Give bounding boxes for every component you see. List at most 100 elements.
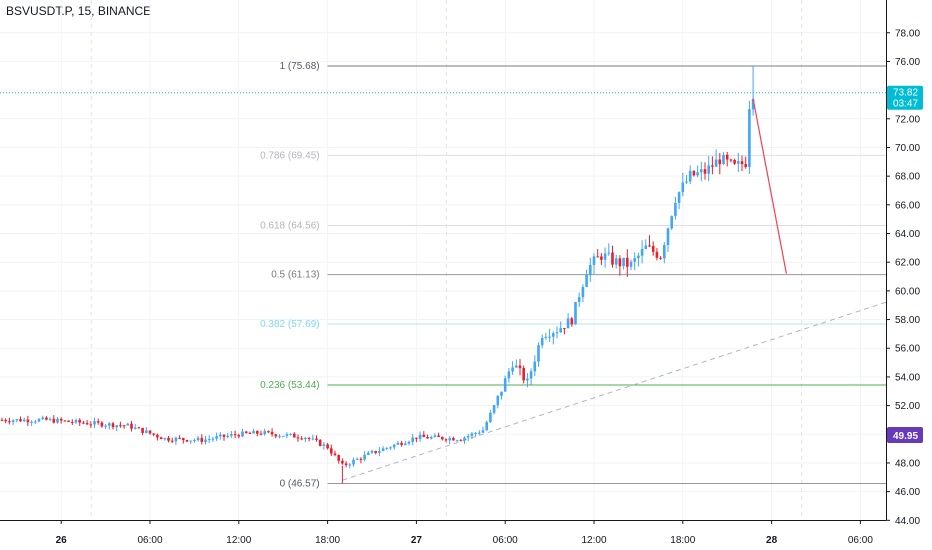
candle-body bbox=[407, 441, 411, 444]
candle-body bbox=[148, 430, 152, 434]
candle-body bbox=[278, 435, 281, 437]
candle-body bbox=[337, 455, 340, 461]
candle-body bbox=[207, 439, 211, 441]
price-axis[interactable]: 44.0046.0048.0050.0052.0054.0056.0058.00… bbox=[886, 0, 920, 527]
fibonacci-retracement[interactable]: 1 (75.68) 0.786 (69.45) 0.618 (64.56) 0.5 (… bbox=[260, 61, 886, 489]
candle-body bbox=[174, 437, 178, 442]
candle-body bbox=[119, 425, 122, 427]
projection-line[interactable] bbox=[752, 98, 787, 274]
candle-body bbox=[311, 438, 315, 440]
candle-body bbox=[581, 286, 585, 298]
candle-body bbox=[26, 419, 30, 423]
symbol-title[interactable]: BSVUSDT.P, 15, BINANCE bbox=[6, 4, 152, 18]
candle-body bbox=[718, 159, 722, 165]
candle-body bbox=[633, 258, 636, 262]
candle-body bbox=[200, 437, 204, 442]
candle-body bbox=[389, 447, 392, 449]
candle-body bbox=[296, 437, 300, 439]
candle-body bbox=[459, 440, 463, 442]
candle-body bbox=[289, 433, 292, 435]
candle-body bbox=[666, 228, 670, 245]
candle-body bbox=[707, 165, 710, 174]
candle-body bbox=[614, 258, 618, 265]
candle-body bbox=[392, 444, 396, 448]
candle-body bbox=[370, 450, 374, 453]
candle-body bbox=[711, 165, 714, 167]
time-tick-label: 28 bbox=[766, 535, 778, 546]
candle-body bbox=[178, 437, 181, 439]
candle-body bbox=[30, 421, 33, 423]
candle-body bbox=[11, 420, 15, 423]
candle-body bbox=[367, 452, 370, 455]
candle-body bbox=[570, 318, 574, 325]
candle-body bbox=[56, 418, 59, 423]
candle-body bbox=[85, 423, 89, 425]
candle-body bbox=[219, 434, 222, 437]
candle-body bbox=[566, 318, 570, 329]
candle-body bbox=[415, 437, 418, 439]
projection-segment bbox=[752, 98, 787, 274]
candle-body bbox=[196, 437, 200, 441]
candle-body bbox=[692, 170, 696, 176]
price-tick-label: 70.00 bbox=[895, 143, 920, 154]
trendline-drawing[interactable] bbox=[342, 300, 891, 481]
candle-body bbox=[19, 419, 22, 422]
candle-body bbox=[489, 412, 492, 423]
price-tick-label: 66.00 bbox=[895, 200, 920, 211]
candle-body bbox=[211, 438, 215, 440]
candle-body bbox=[104, 425, 107, 427]
countdown-timer: 03:47 bbox=[893, 99, 918, 110]
candle-body bbox=[285, 434, 289, 436]
candle-body bbox=[170, 440, 174, 442]
candle-body bbox=[703, 169, 707, 174]
candle-body bbox=[252, 431, 255, 434]
candle-body bbox=[463, 437, 466, 441]
candle-body bbox=[426, 437, 429, 439]
candle-body bbox=[122, 425, 126, 427]
candle-body bbox=[548, 336, 551, 338]
candle-body bbox=[78, 419, 81, 423]
candle-body bbox=[67, 420, 70, 422]
candle-body bbox=[182, 438, 185, 441]
fib-level-label: 0.236 (53.44) bbox=[260, 380, 320, 391]
candle-body bbox=[725, 154, 729, 160]
candle-body bbox=[455, 440, 459, 442]
candle-body bbox=[189, 440, 192, 442]
fib-level-label: 0.382 (57.69) bbox=[260, 319, 320, 330]
time-tick-label: 06:00 bbox=[493, 535, 518, 546]
candle-body bbox=[622, 257, 625, 267]
candle-body bbox=[215, 436, 218, 439]
candle-body bbox=[341, 460, 344, 464]
candle-body bbox=[404, 443, 407, 445]
time-axis[interactable]: 26 06:00 12:00 18:00 27 06:00 12:00 18:00 28 06:0… bbox=[0, 520, 886, 546]
candle-body bbox=[722, 154, 725, 165]
candle-body bbox=[59, 418, 63, 421]
candle-body bbox=[526, 378, 529, 381]
candle-body bbox=[552, 333, 555, 337]
candle-body bbox=[230, 434, 233, 436]
price-tick-label: 68.00 bbox=[895, 172, 920, 183]
candle-body bbox=[163, 437, 167, 440]
candle-body bbox=[263, 431, 266, 435]
candle-body bbox=[470, 433, 474, 436]
price-tick-label: 64.00 bbox=[895, 229, 920, 240]
price-tick-label: 56.00 bbox=[895, 344, 920, 355]
candle-body bbox=[611, 252, 614, 265]
time-tick-label: 18:00 bbox=[670, 535, 695, 546]
candle-body bbox=[441, 436, 444, 440]
candle-body bbox=[385, 447, 389, 449]
price-tick-label: 72.00 bbox=[895, 114, 920, 125]
candle-body bbox=[304, 437, 307, 440]
candlestick-series bbox=[0, 66, 755, 484]
price-tick-label: 62.00 bbox=[895, 258, 920, 269]
time-tick-label: 12:00 bbox=[226, 535, 251, 546]
candle-body bbox=[640, 248, 644, 256]
candle-body bbox=[96, 421, 100, 423]
candle-body bbox=[8, 421, 11, 423]
candle-body bbox=[496, 395, 500, 406]
candle-body bbox=[481, 430, 485, 433]
time-tick-label: 26 bbox=[56, 535, 68, 546]
time-tick-label: 06:00 bbox=[137, 535, 162, 546]
price-tick-label: 54.00 bbox=[895, 372, 920, 383]
